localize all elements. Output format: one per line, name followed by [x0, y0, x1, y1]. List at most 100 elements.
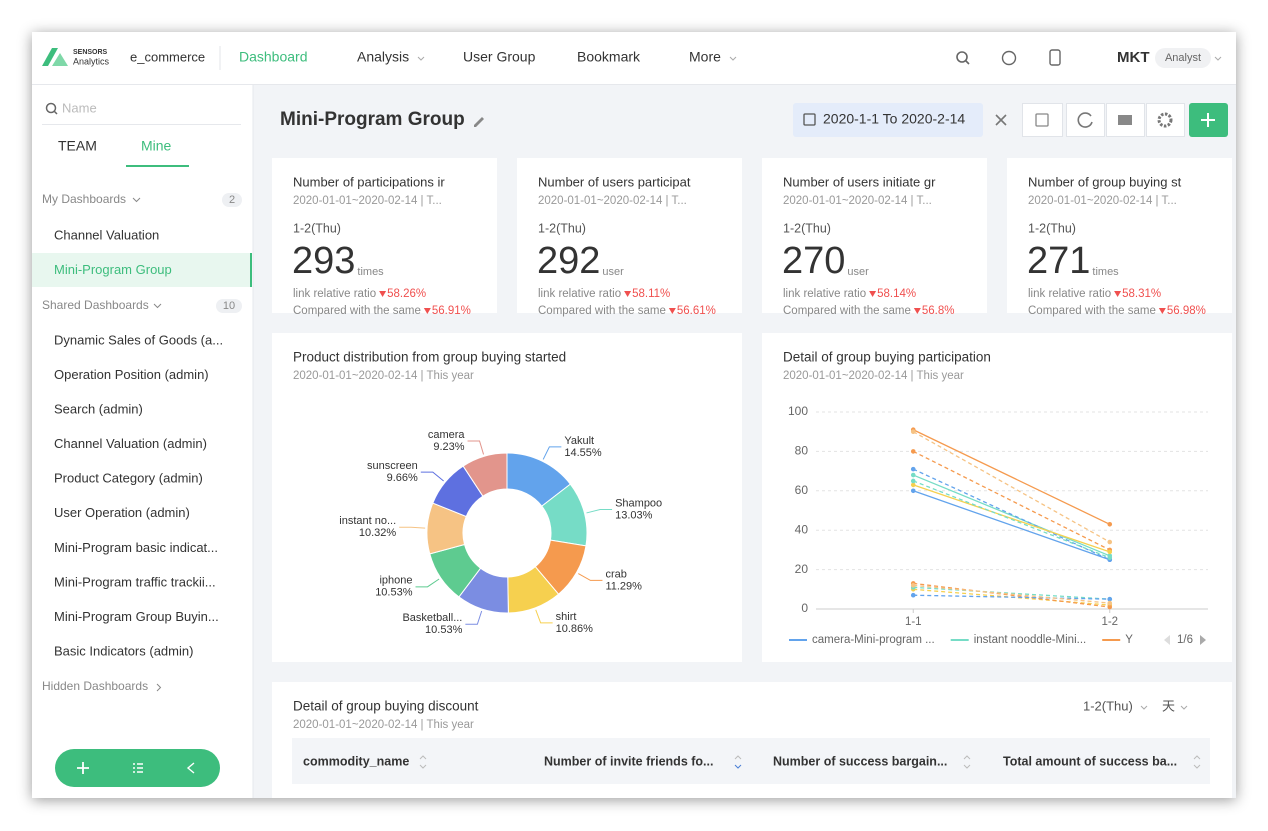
settings-button[interactable]: [1146, 103, 1185, 137]
search-input[interactable]: Name: [62, 100, 97, 115]
kpi-card: [272, 158, 497, 313]
slice-value: 10.32%: [359, 527, 397, 539]
series-line: [912, 468, 1111, 561]
clear-button[interactable]: [995, 114, 1007, 126]
section-label[interactable]: My Dashboards: [42, 192, 126, 206]
kpi-unit: user: [847, 266, 869, 278]
slice-value: 10.86%: [556, 623, 594, 635]
unit-select[interactable]: 天: [1162, 698, 1175, 713]
slice-label: Yakult: [564, 435, 594, 447]
section-count: 2: [229, 194, 235, 206]
sort-icon[interactable]: [734, 764, 742, 769]
column-header[interactable]: Number of success bargain...: [773, 754, 947, 768]
caret: [132, 197, 141, 203]
dashboard-item[interactable]: Mini-Program traffic trackii...: [54, 574, 216, 589]
sort-icon[interactable]: [963, 755, 971, 769]
chart-subtitle: 2020-01-01~2020-02-14 | This year: [293, 370, 474, 382]
dashboard-item[interactable]: Operation Position (admin): [54, 367, 209, 382]
sidebar-bg: [32, 84, 253, 798]
sort-icon[interactable]: [734, 755, 742, 760]
data-point: [1107, 521, 1113, 527]
logo-text: Analytics: [73, 56, 110, 66]
dashboard-item[interactable]: Mini-Program basic indicat...: [54, 540, 218, 555]
kpi-card: [517, 158, 742, 313]
kpi-value: 271: [1027, 240, 1090, 282]
slice-value: 9.23%: [433, 441, 464, 453]
kpi-card: [1007, 158, 1232, 313]
section-label[interactable]: Hidden Dashboards: [42, 679, 148, 693]
dashboard-item[interactable]: Search (admin): [54, 402, 143, 417]
caret: [1214, 56, 1222, 61]
legend-label[interactable]: instant nooddle-Mini...: [974, 634, 1087, 646]
slice-label: Basketball...: [402, 612, 462, 624]
leader-line: [467, 440, 485, 455]
dashboard-item[interactable]: Channel Valuation: [54, 227, 159, 242]
column-header[interactable]: Total amount of success ba...: [1003, 754, 1177, 768]
caret: [1140, 705, 1188, 710]
kpi-ratio-label: link relative ratio: [293, 288, 376, 300]
logo-mark: [52, 53, 68, 66]
dashboard-item[interactable]: Dynamic Sales of Goods (a...: [54, 332, 223, 347]
nav-item[interactable]: More: [689, 49, 721, 65]
slice-label: iphone: [379, 575, 412, 587]
kpi-compare-label: Compared with the same: [538, 305, 666, 317]
slice-value: 11.29%: [605, 580, 642, 592]
nav-item[interactable]: Dashboard: [239, 49, 308, 65]
mobile-icon[interactable]: [1049, 49, 1061, 66]
kpi-value: 292: [537, 240, 600, 282]
series-line: [913, 474, 1110, 557]
date-range[interactable]: 2020-1-1 To 2020-2-14: [823, 111, 965, 127]
y-tick-label: 0: [801, 601, 808, 615]
kpi-subtitle: 2020-01-01~2020-02-14 | T...: [538, 195, 687, 207]
list-button[interactable]: [133, 763, 143, 773]
project-name[interactable]: e_commerce: [130, 49, 205, 64]
date-picker[interactable]: [793, 103, 983, 137]
sort-icon[interactable]: [419, 755, 427, 769]
user-name[interactable]: MKT: [1117, 49, 1150, 66]
dashboard-item[interactable]: Basic Indicators (admin): [54, 643, 193, 658]
tab[interactable]: Mine: [141, 138, 172, 154]
nav-item[interactable]: User Group: [463, 49, 536, 65]
dashboard-item[interactable]: Mini-Program Group: [54, 262, 172, 277]
slice-value: 10.53%: [375, 587, 413, 599]
date-select[interactable]: 1-2(Thu): [1083, 698, 1133, 713]
sort-icon[interactable]: [1193, 755, 1201, 769]
pie-slice: [462, 452, 508, 497]
dashboard-item[interactable]: User Operation (admin): [54, 505, 190, 520]
kpi-compare: 56.98%: [1167, 305, 1206, 317]
help-icon[interactable]: [1001, 50, 1017, 66]
y-tick-label: 100: [788, 404, 808, 418]
dashboard-item[interactable]: Product Category (admin): [54, 471, 203, 486]
kpi-compare: 56.8%: [922, 305, 955, 317]
dashboard-item[interactable]: Mini-Program Group Buyin...: [54, 609, 219, 624]
legend-label[interactable]: camera-Mini-program ...: [812, 634, 935, 646]
column-header[interactable]: Number of invite friends fo...: [544, 754, 713, 768]
kpi-ratio: 58.31%: [1122, 288, 1161, 300]
slice-value: 13.03%: [615, 509, 653, 521]
edit-icon[interactable]: [474, 117, 484, 127]
search-icon: [45, 102, 57, 114]
down-arrow: [668, 308, 676, 314]
dashboard-item[interactable]: Channel Valuation (admin): [54, 436, 207, 451]
legend-next[interactable]: [1200, 635, 1206, 645]
leader-line: [535, 609, 553, 624]
legend-prev[interactable]: [1164, 635, 1170, 645]
legend-label[interactable]: Y: [1125, 634, 1133, 646]
column-header[interactable]: commodity_name: [303, 754, 409, 768]
topbar-bg: [32, 32, 1236, 84]
y-tick-label: 40: [795, 522, 809, 536]
data-point: [910, 478, 916, 484]
compare-button[interactable]: [1022, 103, 1063, 137]
nav-item[interactable]: Analysis: [357, 49, 409, 65]
add-button[interactable]: [77, 762, 89, 774]
refresh-button[interactable]: [1066, 103, 1105, 137]
share-button[interactable]: [186, 762, 195, 774]
leader-line: [578, 573, 603, 581]
count-pill: [216, 299, 242, 313]
nav-item[interactable]: Bookmark: [577, 49, 641, 65]
tab[interactable]: TEAM: [58, 138, 97, 154]
section-label[interactable]: Shared Dashboards: [42, 298, 149, 312]
series-line: [912, 450, 1111, 551]
slice-label: camera: [428, 429, 466, 441]
search-icon[interactable]: [956, 51, 968, 63]
